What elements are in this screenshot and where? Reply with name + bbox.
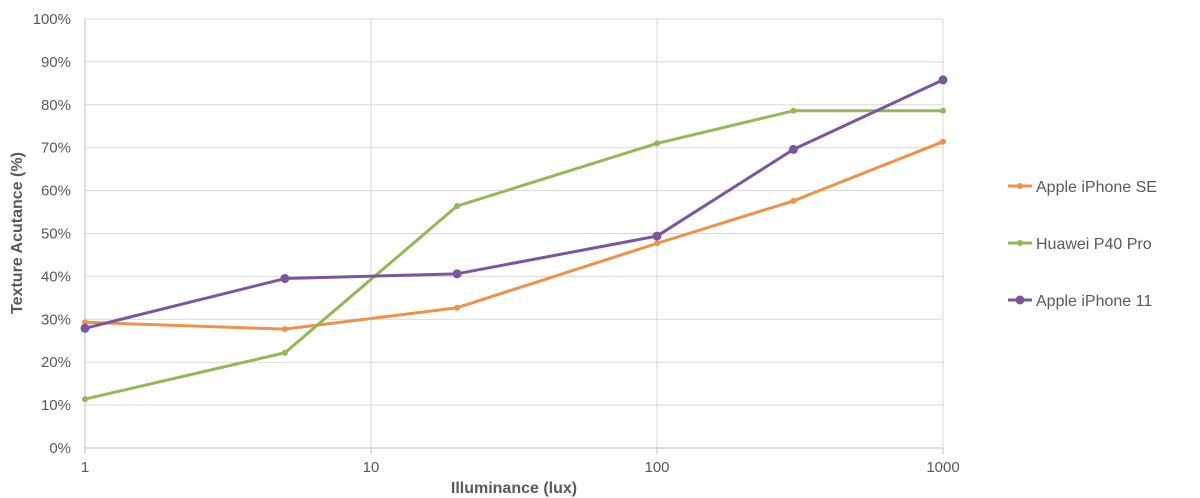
data-point-apple-iphone-se (82, 319, 88, 326)
series-line-apple-iphone-11 (83, 78, 945, 330)
axes (84, 19, 944, 454)
series (80, 75, 948, 403)
legend-label: Huawei P40 Pro (1036, 236, 1152, 253)
grid (85, 18, 944, 448)
data-point-apple-iphone-11 (280, 274, 290, 284)
legend-item-apple-iphone-se: Apple iPhone SE (1008, 179, 1157, 196)
series-line-huawei-p40-pro (83, 109, 945, 401)
legend-label: Apple iPhone SE (1036, 179, 1157, 196)
y-tick-label: 30% (41, 311, 71, 328)
y-tick-label: 10% (41, 397, 71, 414)
legend-label: Apple iPhone 11 (1036, 293, 1152, 310)
x-tick-label: 10 (363, 459, 380, 476)
x-axis-title: Illuminance (lux) (451, 480, 577, 497)
data-point-apple-iphone-se (281, 326, 288, 333)
legend-marker (1017, 183, 1023, 189)
y-tick-label: 90% (41, 54, 71, 71)
legend-item-apple-iphone-11: Apple iPhone 11 (1008, 293, 1152, 310)
y-tick-label: 20% (41, 354, 71, 371)
data-point-huawei-p40-pro (281, 349, 288, 356)
legend-marker (1015, 295, 1025, 305)
series-apple-iphone-11 (80, 75, 948, 333)
y-tick-label: 70% (41, 140, 71, 157)
series-line-apple-iphone-se (83, 140, 945, 331)
data-point-apple-iphone-11 (652, 231, 662, 241)
data-point-apple-iphone-11 (788, 144, 798, 154)
data-point-apple-iphone-se (790, 197, 797, 204)
data-point-huawei-p40-pro (790, 107, 797, 114)
data-point-apple-iphone-11 (938, 75, 948, 85)
data-point-huawei-p40-pro (454, 203, 461, 210)
legend: Apple iPhone SE Huawei P40 Pro Apple iPhon… (1008, 179, 1157, 310)
x-tick-label: 1000 (926, 459, 959, 476)
x-tick-label: 100 (644, 459, 669, 476)
data-point-huawei-p40-pro (940, 107, 946, 114)
y-axis-title: Texture Acutance (%) (9, 152, 26, 314)
data-point-apple-iphone-se (654, 240, 660, 247)
data-point-huawei-p40-pro (654, 140, 660, 147)
y-tick-label: 50% (41, 226, 71, 243)
data-point-apple-iphone-11 (80, 323, 90, 333)
y-tick-label: 0% (49, 440, 71, 457)
data-point-apple-iphone-se (940, 138, 946, 145)
legend-item-huawei-p40-pro: Huawei P40 Pro (1008, 236, 1152, 253)
y-tick-label: 60% (41, 183, 71, 200)
y-tick-label: 80% (41, 97, 71, 114)
y-tick-labels: 0% 10% 20% 30% 40% 50% 60% 70% 80% 90% 100% (33, 11, 71, 457)
data-point-apple-iphone-se (454, 304, 461, 311)
data-point-apple-iphone-11 (452, 269, 462, 279)
series-apple-iphone-se (82, 138, 946, 333)
series-huawei-p40-pro (82, 107, 946, 403)
x-tick-labels: 1 10 100 1000 (81, 459, 960, 476)
x-tick-label: 1 (81, 459, 89, 476)
y-tick-label: 100% (33, 11, 71, 28)
y-tick-label: 40% (41, 268, 71, 285)
legend-marker (1017, 240, 1023, 246)
data-point-huawei-p40-pro (82, 396, 88, 403)
